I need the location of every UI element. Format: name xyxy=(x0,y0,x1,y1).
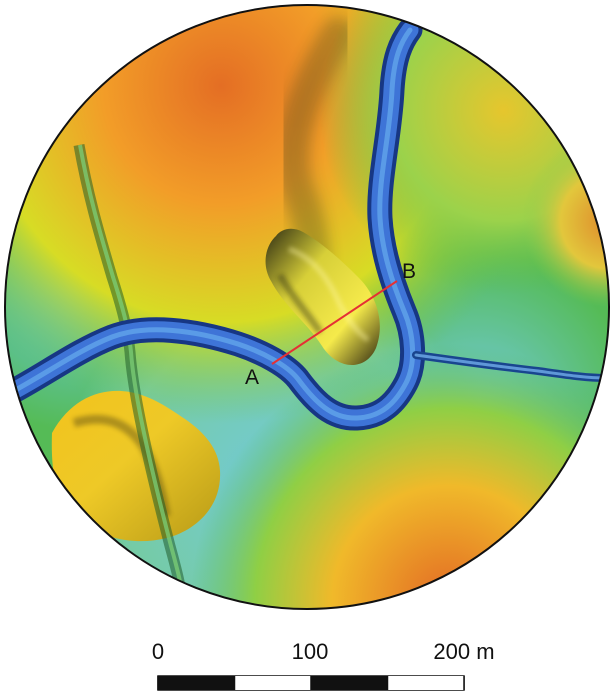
western-road xyxy=(78,144,187,609)
profile-line xyxy=(271,280,398,365)
east-drain-highlight xyxy=(414,353,608,380)
scale-segment-2 xyxy=(234,676,311,690)
spur-shadow-west xyxy=(276,273,323,334)
scale-segment-3 xyxy=(311,676,388,690)
scale-label-hundred: 100 xyxy=(292,639,329,664)
map-frame xyxy=(4,4,610,610)
spur-crest-highlight xyxy=(288,246,370,342)
scale-bar: 0 100 200 m xyxy=(152,639,495,691)
profile-end-label: B xyxy=(402,260,416,283)
scale-segment-1 xyxy=(158,676,235,690)
river-highlight xyxy=(5,27,416,421)
scale-label-two-hundred: 200 m xyxy=(433,639,494,664)
southwest-hill xyxy=(51,390,221,542)
profile-start-label: A xyxy=(245,366,259,389)
scale-segment-4 xyxy=(387,676,464,690)
central-spur xyxy=(265,228,380,366)
elevation-map: A B xyxy=(5,5,609,609)
scale-label-zero: 0 xyxy=(152,639,164,664)
